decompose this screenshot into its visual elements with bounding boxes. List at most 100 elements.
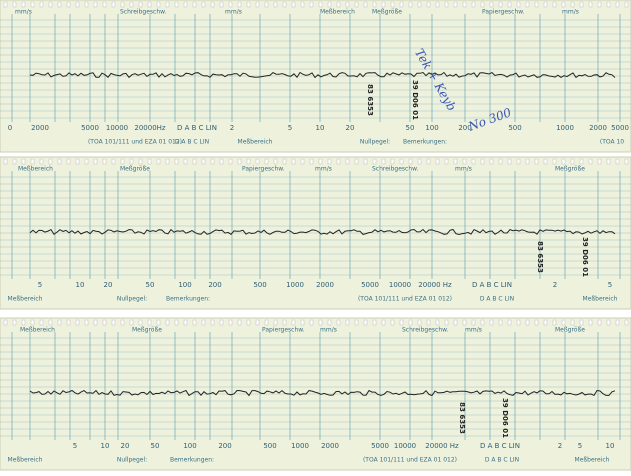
sprocket-hole (157, 320, 160, 325)
header-label: Meßbereich (320, 9, 355, 16)
scale-label: 50 (151, 442, 160, 450)
sprocket-hole (481, 320, 484, 325)
header-label: mm/s (320, 327, 337, 334)
sprocket-hole (598, 2, 601, 7)
stamp: 39 D06 01 (501, 398, 509, 438)
footer-label: Bemerkungen: (403, 139, 447, 146)
sprocket-hole (274, 2, 277, 7)
sprocket-hole (616, 320, 619, 325)
strip: MeßbereichMeßgrößePapiergeschw.mm/sSchre… (0, 157, 631, 309)
sprocket-hole (211, 320, 214, 325)
sprocket-hole (418, 159, 421, 164)
sprocket-hole (202, 2, 205, 7)
header-label: Meßbereich (20, 327, 55, 334)
sprocket-hole (265, 159, 268, 164)
sprocket-hole (40, 159, 43, 164)
sprocket-hole (328, 2, 331, 7)
sprocket-hole (301, 159, 304, 164)
sprocket-hole (499, 320, 502, 325)
sprocket-hole (310, 2, 313, 7)
sprocket-hole (346, 159, 349, 164)
scale-label: 5 (578, 442, 582, 450)
scale-label: 500 (508, 124, 521, 132)
scale-label: 100 (425, 124, 438, 132)
sprocket-hole (544, 159, 547, 164)
sprocket-hole (211, 2, 214, 7)
sprocket-hole (94, 2, 97, 7)
sprocket-hole (355, 320, 358, 325)
sprocket-hole (544, 320, 547, 325)
sprocket-hole (337, 2, 340, 7)
sprocket-hole (508, 159, 511, 164)
header-label: mm/s (465, 327, 482, 334)
stamp: 39 D06 01 (411, 80, 419, 120)
sprocket-hole (490, 320, 493, 325)
sprocket-hole (220, 159, 223, 164)
sprocket-hole (319, 320, 322, 325)
sprocket-hole (517, 2, 520, 7)
sprocket-hole (175, 2, 178, 7)
sprocket-hole (463, 320, 466, 325)
scale-label: 5 (38, 281, 42, 289)
scale-label: 20000Hz (134, 124, 166, 132)
sprocket-hole (283, 2, 286, 7)
sprocket-hole (58, 2, 61, 7)
sprocket-hole (193, 320, 196, 325)
sprocket-hole (301, 2, 304, 7)
sprocket-hole (517, 159, 520, 164)
header-label: Meßgröße (555, 166, 585, 173)
header-label: Meßgröße (120, 166, 150, 173)
sprocket-hole (427, 2, 430, 7)
scale-label: D A B C LIN (472, 281, 512, 289)
stamp: 83 6353 (536, 241, 544, 273)
scale-label: 50 (406, 124, 415, 132)
sprocket-hole (121, 320, 124, 325)
sprocket-hole (508, 2, 511, 7)
scale-label: 10000 (394, 442, 416, 450)
sprocket-hole (454, 320, 457, 325)
sprocket-hole (103, 320, 106, 325)
scale-label: 100 (178, 281, 191, 289)
scale-label: 5 (608, 281, 612, 289)
sprocket-hole (400, 159, 403, 164)
sprocket-hole (13, 320, 16, 325)
header-label: Schreibgeschw. (372, 166, 418, 173)
sprocket-hole (427, 159, 430, 164)
sprocket-hole (247, 159, 250, 164)
sprocket-hole (94, 320, 97, 325)
sprocket-hole (184, 2, 187, 7)
sprocket-hole (67, 2, 70, 7)
scale-label: 1000 (291, 442, 309, 450)
sprocket-hole (364, 2, 367, 7)
sprocket-hole (256, 320, 259, 325)
sprocket-hole (247, 2, 250, 7)
sprocket-hole (499, 159, 502, 164)
sprocket-hole (355, 159, 358, 164)
scale-label: 200 (208, 281, 221, 289)
scale-label: 2000 (321, 442, 339, 450)
sprocket-hole (256, 159, 259, 164)
sprocket-hole (247, 320, 250, 325)
sprocket-hole (508, 320, 511, 325)
sprocket-hole (67, 159, 70, 164)
sprocket-hole (175, 159, 178, 164)
footer-label: D A B C LIN (480, 296, 514, 303)
sprocket-hole (166, 320, 169, 325)
sprocket-hole (607, 2, 610, 7)
sprocket-hole (292, 159, 295, 164)
footer-label: Bemerkungen: (170, 457, 214, 464)
sprocket-hole (499, 2, 502, 7)
sprocket-hole (238, 2, 241, 7)
sprocket-hole (229, 2, 232, 7)
sprocket-hole (445, 2, 448, 7)
stamp: 83 6353 (366, 84, 374, 116)
sprocket-hole (526, 320, 529, 325)
sprocket-hole (139, 2, 142, 7)
sprocket-hole (382, 2, 385, 7)
scale-label: 10 (76, 281, 85, 289)
header-label: Meßgröße (555, 327, 585, 334)
sprocket-hole (409, 159, 412, 164)
sprocket-hole (589, 159, 592, 164)
sprocket-hole (445, 159, 448, 164)
